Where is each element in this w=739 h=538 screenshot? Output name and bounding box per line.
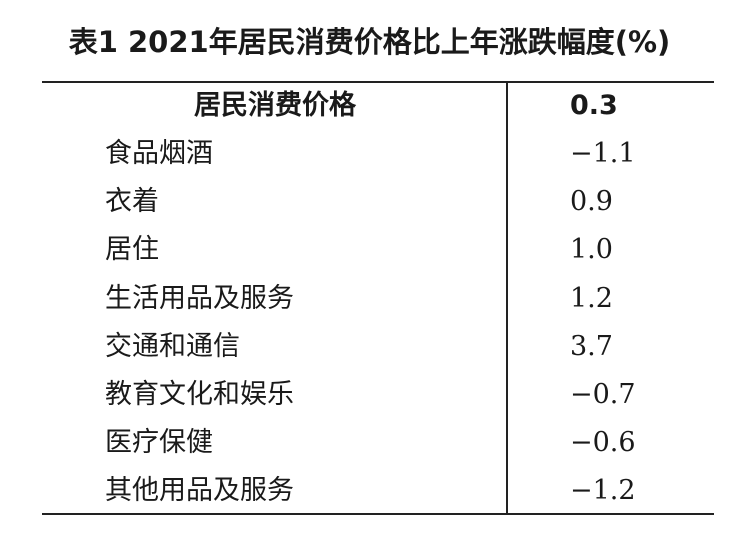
row-value: −0.7 [570,379,636,410]
row-label: 居住 [105,234,159,266]
row-value: 3.7 [570,330,613,362]
table-title: 表1 2021年居民消费价格比上年涨跌幅度(%) [68,25,671,59]
header-value: 0.3 [570,90,618,121]
row-value: 1.0 [570,234,613,266]
row-value: −1.1 [570,138,636,169]
row-value: −1.2 [570,475,636,507]
row-label: 生活用品及服务 [105,282,294,314]
row-label: 医疗保健 [105,427,213,459]
row-label: 交通和通信 [105,330,240,362]
row-value: −0.6 [570,427,636,459]
row-label: 衣着 [105,186,159,218]
row-label: 教育文化和娱乐 [105,379,294,410]
row-value: 0.9 [570,186,613,218]
column-divider [506,82,508,514]
bottom-rule [42,513,714,515]
top-rule [42,81,714,83]
row-label: 食品烟酒 [105,138,213,169]
header-label: 居民消费价格 [194,90,356,121]
row-label: 其他用品及服务 [105,475,294,507]
row-value: 1.2 [570,282,613,314]
